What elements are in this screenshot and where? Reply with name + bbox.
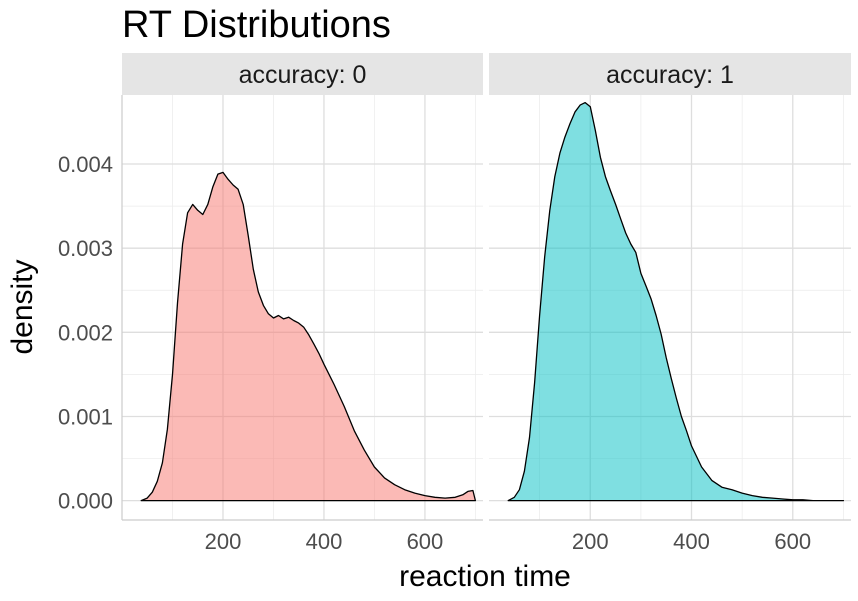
density-area-panel-1 — [507, 101, 845, 502]
y-tick-labels: 0.000 0.001 0.002 0.003 0.004 — [58, 152, 113, 514]
x-tick-label: 200 — [205, 529, 242, 554]
y-axis-title: density — [6, 259, 39, 354]
chart-title: RT Distributions — [122, 4, 391, 46]
y-tick-label: 0.000 — [58, 489, 113, 514]
panel-accuracy-1: accuracy: 1 — [489, 53, 851, 520]
x-tick-labels: 200 400 600 200 400 600 — [205, 529, 812, 554]
panel-accuracy-0: accuracy: 0 — [122, 53, 483, 520]
x-tick-label: 600 — [407, 529, 444, 554]
strip-label-accuracy-1: accuracy: 1 — [606, 61, 734, 89]
x-axis-title: reaction time — [399, 560, 571, 593]
density-fill-1 — [508, 102, 844, 501]
strip-accuracy-1 — [489, 53, 851, 95]
density-outline-1 — [507, 101, 845, 502]
x-tick-label: 200 — [572, 529, 609, 554]
x-tick-label: 400 — [306, 529, 343, 554]
y-tick-label: 0.003 — [58, 236, 113, 261]
y-tick-label: 0.001 — [58, 404, 113, 429]
strip-accuracy-0 — [122, 53, 483, 95]
density-fill-0 — [141, 172, 476, 501]
x-tick-label: 400 — [673, 529, 710, 554]
y-tick-label: 0.004 — [58, 152, 113, 177]
strip-label-accuracy-0: accuracy: 0 — [239, 61, 367, 89]
density-area-panel-0 — [140, 171, 477, 502]
density-outline-0 — [140, 171, 477, 502]
y-tick-label: 0.002 — [58, 320, 113, 345]
x-tick-label: 600 — [774, 529, 811, 554]
